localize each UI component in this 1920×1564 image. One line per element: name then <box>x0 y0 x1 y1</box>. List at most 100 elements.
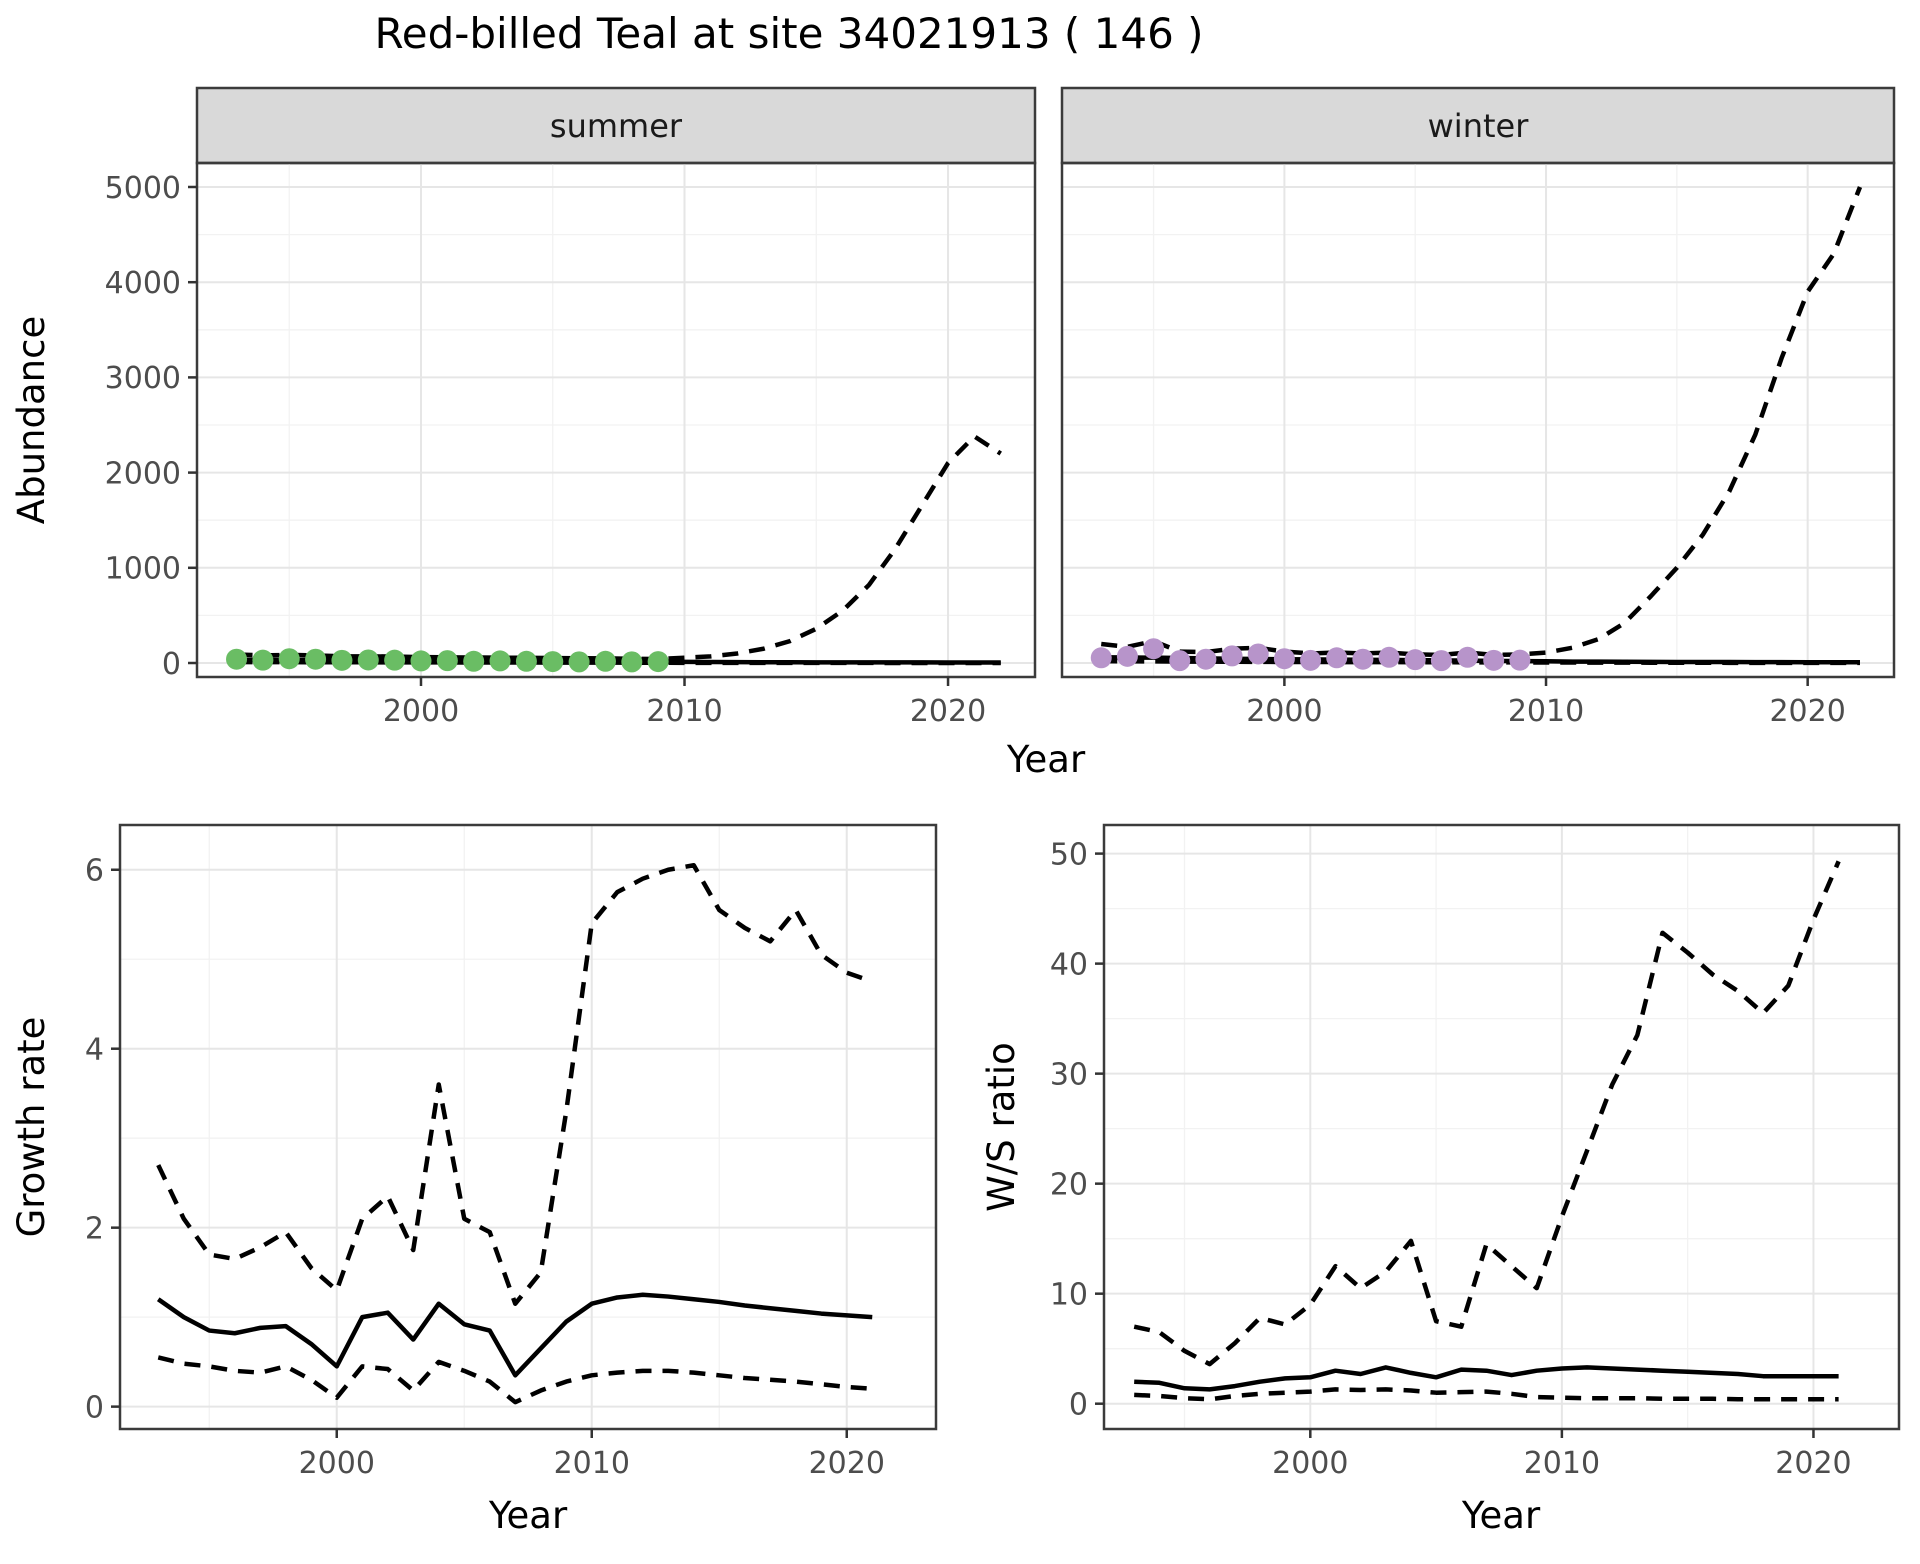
y-tick-label: 2000 <box>105 456 181 491</box>
abundance-summer-panel-border <box>195 161 1037 679</box>
abundance-summer-series <box>226 434 1002 673</box>
abundance-winter-observed-point <box>1273 648 1295 670</box>
abundance-winter-observed-point <box>1430 650 1452 672</box>
abundance-summer-panel: summer 0 1000 2000 3000 4000 5000 2000 2010 2020 <box>105 86 1037 729</box>
ws-grid <box>1104 825 1899 1429</box>
x-tick-label: 2000 <box>299 1446 375 1481</box>
x-tick-label: 2000 <box>383 694 459 729</box>
abundance-winter-observed-point <box>1404 649 1426 671</box>
y-tick-label: 6 <box>85 854 104 889</box>
ws-x-axis-title: Year <box>1461 1494 1541 1537</box>
abundance-summer-grid <box>197 163 1035 677</box>
abundance-winter-observed-point <box>1457 646 1479 668</box>
ws-panel: 0 10 20 30 40 50 2000 2010 2020 <box>1050 823 1901 1481</box>
plot-title: Red-billed Teal at site 34021913 ( 146 ) <box>374 9 1203 58</box>
ws-axes: 0 10 20 30 40 50 2000 2010 2020 <box>1050 837 1852 1481</box>
growth-x-axis-title: Year <box>488 1494 568 1537</box>
abundance-summer-observed-point <box>463 650 485 672</box>
abundance-winter-observed-point <box>1143 638 1165 660</box>
x-tick-label: 2010 <box>646 694 722 729</box>
abundance-winter-observed-point <box>1326 647 1348 669</box>
abundance-summer-observed-point <box>278 648 300 670</box>
abundance-summer-observed-point <box>305 648 327 670</box>
x-tick-label: 2020 <box>1775 1446 1851 1481</box>
growth-model-fit-line <box>156 1292 873 1378</box>
abundance-summer-observed-point <box>489 650 511 672</box>
x-tick-label: 2010 <box>1524 1446 1600 1481</box>
abundance-y-axis-title: Abundance <box>10 316 53 524</box>
y-tick-label: 40 <box>1050 947 1088 982</box>
abundance-summer-observed-point <box>542 651 564 673</box>
y-tick-label: 0 <box>85 1390 104 1425</box>
x-tick-label: 2020 <box>910 694 986 729</box>
abundance-winter-series <box>1090 186 1863 672</box>
abundance-summer-observed-point <box>331 649 353 671</box>
abundance-summer-observed-point <box>252 649 274 671</box>
abundance-winter-panel: winter 2000 2010 2020 <box>1060 86 1896 729</box>
ws-lower-ci-line <box>1134 1387 1839 1402</box>
ws-upper-ci-line <box>1133 860 1841 1367</box>
ws-series <box>1133 860 1841 1402</box>
abundance-winter-facet-strip <box>1060 86 1896 165</box>
abundance-winter-observed-point <box>1378 646 1400 668</box>
abundance-summer-observed-point <box>594 650 616 672</box>
abundance-winter-observed-point <box>1247 643 1269 665</box>
abundance-summer-observed-point <box>621 651 643 673</box>
y-tick-label: 0 <box>1069 1387 1088 1422</box>
y-tick-label: 30 <box>1050 1057 1088 1092</box>
growth-series <box>156 863 873 1405</box>
abundance-winter-upper-ci-line <box>1101 186 1863 658</box>
abundance-winter-observed-point <box>1169 650 1191 672</box>
x-tick-label: 2010 <box>1508 694 1584 729</box>
ws-y-axis-title: W/S ratio <box>980 1042 1023 1212</box>
y-tick-label: 10 <box>1050 1277 1088 1312</box>
growth-upper-ci-line <box>156 863 873 1306</box>
abundance-summer-facet-strip <box>195 86 1037 165</box>
y-tick-label: 4 <box>85 1033 104 1068</box>
y-tick-label: 20 <box>1050 1167 1088 1202</box>
top-x-axis-title: Year <box>1006 738 1086 781</box>
growth-axes: 0 2 4 6 2000 2010 2020 <box>85 854 885 1481</box>
x-tick-label: 2010 <box>554 1446 630 1481</box>
abundance-winter-observed-point <box>1116 645 1138 667</box>
abundance-summer-observed-point <box>515 650 537 672</box>
growth-panel: 0 2 4 6 2000 2010 2020 <box>85 823 938 1481</box>
x-tick-label: 2000 <box>1272 1446 1348 1481</box>
abundance-summer-facet-label: summer <box>550 107 683 145</box>
abundance-summer-upper-ci-line <box>236 434 1002 662</box>
abundance-summer-observed-point <box>436 650 458 672</box>
abundance-summer-observed-point <box>357 649 379 671</box>
ws-panel-border <box>1102 823 1901 1431</box>
abundance-winter-observed-point <box>1300 649 1322 671</box>
y-tick-label: 3000 <box>105 361 181 396</box>
x-tick-label: 2000 <box>1246 694 1322 729</box>
abundance-summer-axes: 0 1000 2000 3000 4000 5000 2000 2010 2020 <box>105 171 987 729</box>
x-tick-label: 2020 <box>809 1446 885 1481</box>
abundance-winter-panel-border <box>1060 161 1896 679</box>
abundance-winter-axes: 2000 2010 2020 <box>1246 677 1846 729</box>
abundance-summer-observed-point <box>384 649 406 671</box>
growth-grid <box>120 825 936 1429</box>
abundance-summer-observed-point <box>226 648 248 670</box>
y-tick-label: 5000 <box>105 171 181 206</box>
abundance-winter-observed-point <box>1483 649 1505 671</box>
abundance-winter-observed-point <box>1195 648 1217 670</box>
abundance-summer-observed-point <box>410 650 432 672</box>
y-tick-label: 4000 <box>105 266 181 301</box>
abundance-winter-observed-point <box>1221 645 1243 667</box>
abundance-winter-observed-point <box>1090 647 1112 669</box>
growth-panel-border <box>118 823 938 1431</box>
abundance-winter-observed-point <box>1352 648 1374 670</box>
growth-lower-ci-line <box>157 1355 873 1405</box>
abundance-winter-facet-label: winter <box>1428 107 1530 145</box>
abundance-winter-observed-point <box>1509 649 1531 671</box>
y-tick-label: 0 <box>162 647 181 682</box>
y-tick-label: 50 <box>1050 837 1088 872</box>
growth-y-axis-title: Growth rate <box>10 1017 53 1238</box>
abundance-winter-grid <box>1062 163 1894 677</box>
x-tick-label: 2020 <box>1769 694 1845 729</box>
abundance-summer-observed-point <box>647 651 669 673</box>
abundance-summer-observed-point <box>568 651 590 673</box>
